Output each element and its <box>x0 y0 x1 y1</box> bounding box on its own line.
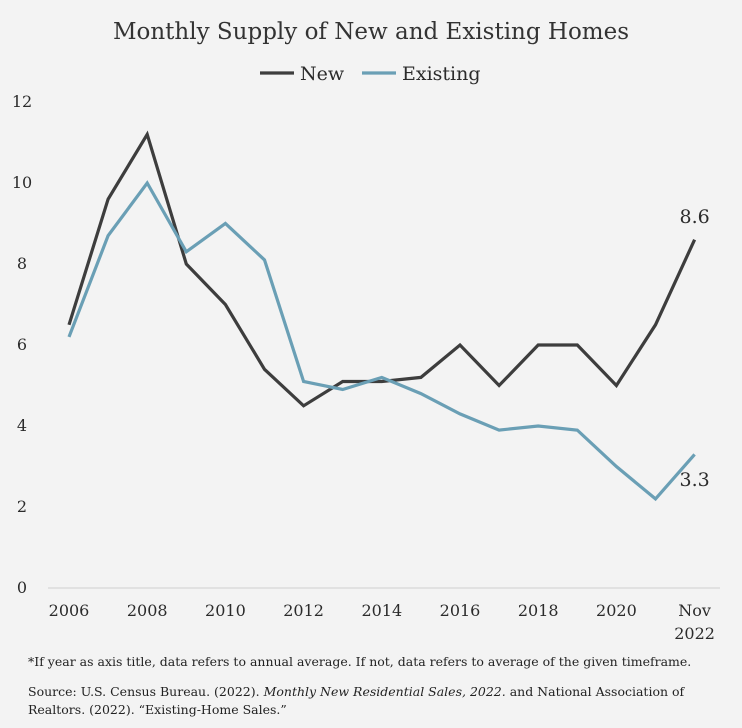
source-title: Monthly New Residential Sales, 2022. <box>263 684 506 699</box>
source-suffix: and National Association of Realtors. (2… <box>28 684 685 717</box>
legend-label: New <box>300 63 345 85</box>
y-tick-label: 8 <box>17 254 27 273</box>
x-tick-label: 2016 <box>440 601 481 620</box>
series-line-new <box>67 130 697 408</box>
chart-title: Monthly Supply of New and Existing Homes <box>113 19 629 45</box>
x-tick-label: 2018 <box>518 601 559 620</box>
series-line-existing <box>67 180 696 502</box>
y-tick-label: 2 <box>17 497 27 516</box>
x-tick-label: 2012 <box>283 601 324 620</box>
y-axis-ticks: 0 2 4 6 8 10 12 <box>12 92 32 597</box>
x-tick-label: 2014 <box>361 601 402 620</box>
y-tick-label: 4 <box>17 416 27 435</box>
end-labels: 8.6 3.3 <box>679 206 709 491</box>
y-tick-label: 10 <box>12 173 32 192</box>
source-note: Source: U.S. Census Bureau. (2022). Mont… <box>28 683 728 719</box>
series-lines <box>67 130 697 502</box>
legend: New Existing <box>260 63 481 85</box>
y-tick-label: 6 <box>17 335 27 354</box>
x-tick-label: 2020 <box>596 601 637 620</box>
footnote: *If year as axis title, data refers to a… <box>28 654 692 669</box>
end-label-existing: 3.3 <box>679 469 709 491</box>
y-tick-label: 0 <box>17 578 27 597</box>
legend-label: Existing <box>402 63 481 85</box>
x-tick-label: 2022 <box>674 624 715 643</box>
line-chart: Monthly Supply of New and Existing Homes… <box>12 19 720 643</box>
x-tick-label: 2006 <box>49 601 90 620</box>
x-tick-label: 2010 <box>205 601 246 620</box>
source-prefix: Source: U.S. Census Bureau. (2022). <box>28 684 264 699</box>
y-tick-label: 12 <box>12 92 32 111</box>
x-tick-label: Nov <box>678 601 711 620</box>
x-axis-ticks: 2006 2008 2010 2012 2014 2016 2018 2020 Nov 2022 <box>49 601 715 643</box>
end-label-new: 8.6 <box>679 206 709 228</box>
x-tick-label: 2008 <box>127 601 168 620</box>
